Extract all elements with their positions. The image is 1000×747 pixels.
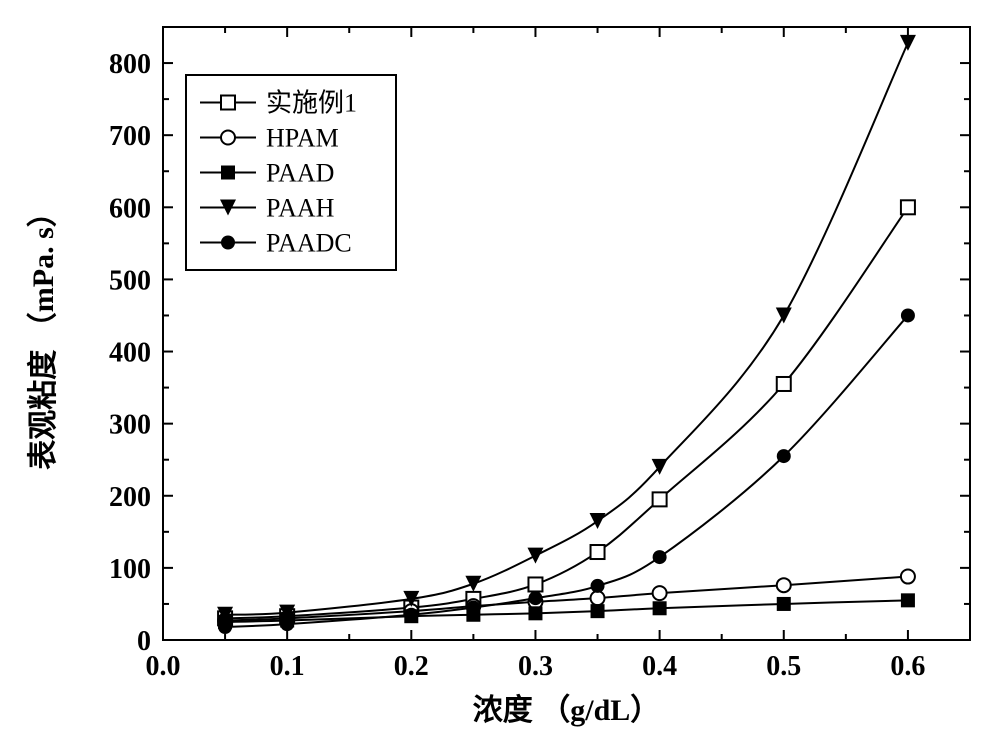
legend-label: PAADC xyxy=(266,229,352,258)
legend-label: HPAM xyxy=(266,124,339,153)
x-tick-label: 0.2 xyxy=(394,651,429,682)
x-tick-label: 0.5 xyxy=(766,651,801,682)
y-tick-label: 600 xyxy=(109,193,151,224)
y-tick-label: 0 xyxy=(137,626,151,657)
legend-label: 实施例1 xyxy=(266,89,357,118)
y-tick-label: 400 xyxy=(109,338,151,369)
x-axis-label: 浓度 （g/dL） xyxy=(473,693,661,727)
x-tick-label: 0.1 xyxy=(270,651,305,682)
legend-label: PAAD xyxy=(266,159,334,188)
chart-svg: 0.00.10.20.30.40.50.60100200300400500600… xyxy=(0,0,1000,747)
y-tick-label: 200 xyxy=(109,482,151,513)
y-tick-label: 100 xyxy=(109,554,151,585)
legend-label: PAAH xyxy=(266,194,335,223)
x-tick-label: 0.4 xyxy=(642,651,677,682)
viscosity-concentration-chart: 0.00.10.20.30.40.50.60100200300400500600… xyxy=(0,0,1000,747)
y-tick-label: 300 xyxy=(109,410,151,441)
x-tick-label: 0.3 xyxy=(518,651,553,682)
y-tick-label: 700 xyxy=(109,121,151,152)
y-axis-label: 表观粘度 （mPa. s） xyxy=(26,197,60,470)
x-tick-label: 0.6 xyxy=(890,651,925,682)
y-tick-label: 500 xyxy=(109,265,151,296)
y-tick-label: 800 xyxy=(109,49,151,80)
